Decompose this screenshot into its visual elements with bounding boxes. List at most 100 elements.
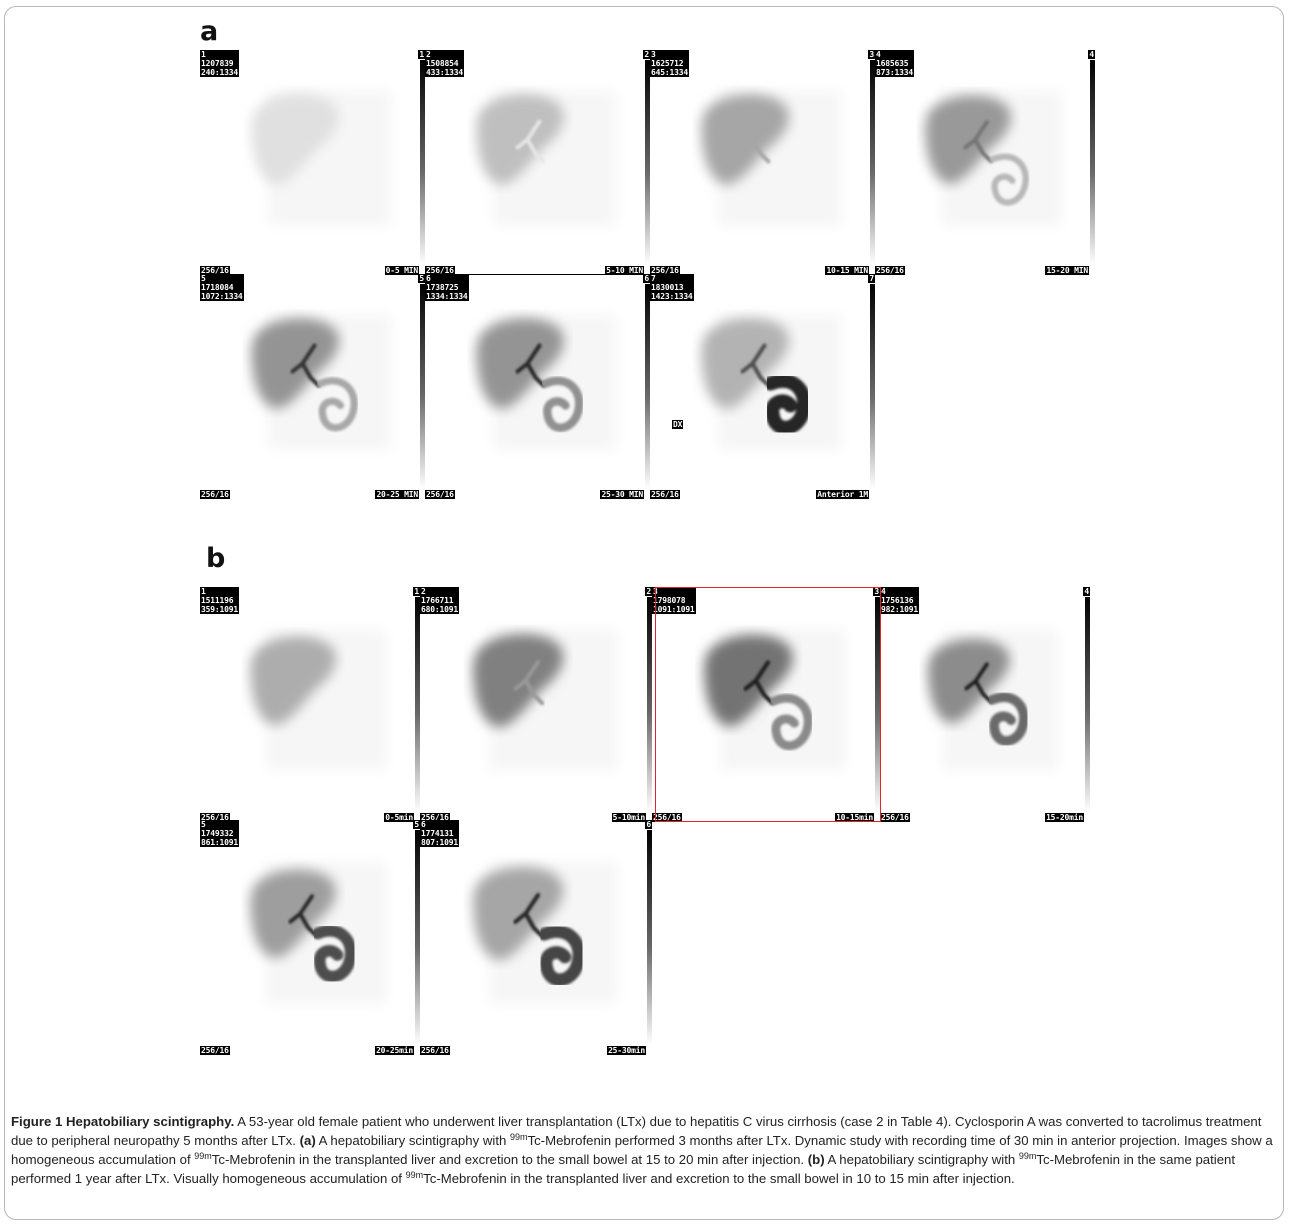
liver-uptake [251, 94, 340, 185]
intensity-scale-bar [647, 597, 652, 812]
frame-matrix: 256/16 [200, 490, 230, 499]
scale-bar-number: 3 [873, 587, 880, 596]
frame-separator-line [449, 274, 649, 275]
caption-sup-1: 99m [509, 1132, 528, 1142]
scale-bar-number: 1 [418, 50, 425, 59]
frame-counts: 1718084 [201, 283, 234, 292]
frame-header: 3 1798078 1091:1091 [652, 587, 696, 614]
frame-header: 6 1738725 1334:1334 [425, 274, 469, 301]
frame-matrix: 256/16 [652, 813, 682, 822]
bile-ducts [290, 343, 321, 388]
frame-ratio: 1072:1334 [201, 292, 243, 301]
figure-caption: Figure 1 Hepatobiliary scintigraphy. A 5… [11, 1112, 1273, 1188]
small-bowel-activity [316, 377, 358, 432]
caption-text-3: Tc-Mebrofenin performed 3 months after L… [11, 1133, 1273, 1167]
caption-sup-4: 99m [405, 1170, 424, 1180]
frame-number: 3 [651, 50, 656, 59]
frame-counts: 1749332 [201, 829, 234, 838]
frame-counts: 1511196 [201, 596, 234, 605]
scan-image [701, 314, 842, 450]
bile-ducts [513, 659, 545, 706]
frame-number: 6 [426, 274, 431, 283]
bile-ducts [743, 660, 775, 705]
frame-number: 2 [421, 587, 426, 596]
frame-counts: 1625712 [651, 59, 684, 68]
frame-time: 15-20 MIN [1045, 266, 1089, 275]
figure-frame [4, 6, 1284, 1220]
frame-ratio: 1423:1334 [651, 292, 693, 301]
scale-bar-number: 7 [868, 274, 875, 283]
scan-image [701, 90, 842, 226]
panel-b-frame-6: 6 1774131 807:1091 256/16 25-30min 6 [420, 820, 652, 1055]
panel-a-frame-6: 6 1738725 1334:1334 256/16 25-30 MIN 6 [425, 274, 650, 499]
scale-bar-number: 6 [643, 274, 650, 283]
frame-time: 0-5 MIN [384, 266, 419, 275]
small-bowel-activity [537, 925, 586, 987]
frame-ratio: 433:1334 [426, 68, 463, 77]
bile-ducts [740, 119, 771, 164]
scan-image [250, 862, 387, 1004]
caption-tag-b: (b) [807, 1152, 825, 1167]
frame-header: 3 1625712 645:1334 [650, 50, 689, 77]
frame-counts: 1508854 [426, 59, 459, 68]
scan-image [927, 629, 1059, 771]
frame-matrix: 256/16 [425, 490, 455, 499]
frame-number: 6 [421, 820, 426, 829]
caption-text-6: Tc-Mebrofenin in the same patient perfor… [11, 1152, 1236, 1186]
caption-sup-3: 99m [1018, 1151, 1037, 1161]
panel-a-frame-4: 4 1685635 873:1334 256/16 15-20 MIN 4 [875, 50, 1095, 275]
scale-bar-number: 4 [1083, 587, 1090, 596]
orientation-marker: DX [672, 420, 684, 429]
frame-matrix: 256/16 [200, 813, 230, 822]
frame-matrix: 256/16 [880, 813, 910, 822]
frame-ratio: 982:1091 [881, 605, 918, 614]
liver-uptake [927, 638, 1010, 724]
liver-uptake [476, 94, 565, 185]
scan-image [251, 90, 392, 226]
frame-time: 20-25 MIN [375, 490, 419, 499]
small-bowel-activity [769, 693, 813, 751]
intensity-scale-bar [1085, 597, 1090, 812]
frame-header: 4 1685635 873:1334 [875, 50, 914, 77]
frame-number: 5 [201, 820, 206, 829]
scan-image [704, 629, 846, 771]
frame-ratio: 359:1091 [201, 605, 238, 614]
frame-header: 2 1766711 680:1091 [420, 587, 459, 614]
scan-image [476, 90, 617, 226]
frame-time: 5-10 MIN [605, 266, 644, 275]
scale-bar-number: 1 [413, 587, 420, 596]
frame-counts: 1738725 [426, 283, 459, 292]
panel-b-frame-4: 4 1756136 982:1091 256/16 15-20min 4 [880, 587, 1090, 822]
frame-time: 25-30 MIN [600, 490, 644, 499]
liver-uptake [250, 869, 336, 958]
panel-b-frame-3: 3 1798078 1091:1091 256/16 10-15min 3 [652, 587, 880, 822]
caption-text-1: A 53-year old female patient who underwe… [11, 1114, 1262, 1148]
small-bowel-activity [989, 153, 1029, 206]
frame-counts: 1685635 [876, 59, 909, 68]
frame-ratio: 807:1091 [421, 838, 458, 847]
panel-b-frame-5: 5 1749332 861:1091 256/16 20-25min 5 [200, 820, 420, 1055]
liver-uptake [701, 318, 790, 409]
frame-time: 25-30min [607, 1046, 646, 1055]
scan-image [925, 90, 1062, 226]
small-bowel-activity [987, 692, 1029, 746]
panel-a-frame-7: 7 1830013 1423:1334 256/16 Anterior 1M 7 DX [650, 274, 875, 499]
scale-bar-number: 5 [418, 274, 425, 283]
scan-image [250, 629, 387, 771]
caption-text-4: Tc-Mebrofenin in the transplanted liver … [211, 1152, 808, 1167]
frame-number: 4 [876, 50, 881, 59]
frame-time: 20-25min [375, 1046, 414, 1055]
panel-label-b: b [206, 543, 226, 574]
frame-header: 1 1207839 240:1334 [200, 50, 239, 77]
intensity-scale-bar [645, 60, 650, 265]
intensity-scale-bar [415, 597, 420, 812]
caption-title: Figure 1 Hepatobiliary scintigraphy. [11, 1114, 235, 1129]
frame-matrix: 256/16 [875, 266, 905, 275]
panel-a-frame-2: 2 1508854 433:1334 256/16 5-10 MIN 2 [425, 50, 650, 275]
frame-header: 7 1830013 1423:1334 [650, 274, 694, 301]
intensity-scale-bar [415, 830, 420, 1045]
scale-bar-number: 4 [1088, 50, 1095, 59]
scan-image [476, 314, 617, 450]
frame-header: 2 1508854 433:1334 [425, 50, 464, 77]
frame-matrix: 256/16 [425, 266, 455, 275]
